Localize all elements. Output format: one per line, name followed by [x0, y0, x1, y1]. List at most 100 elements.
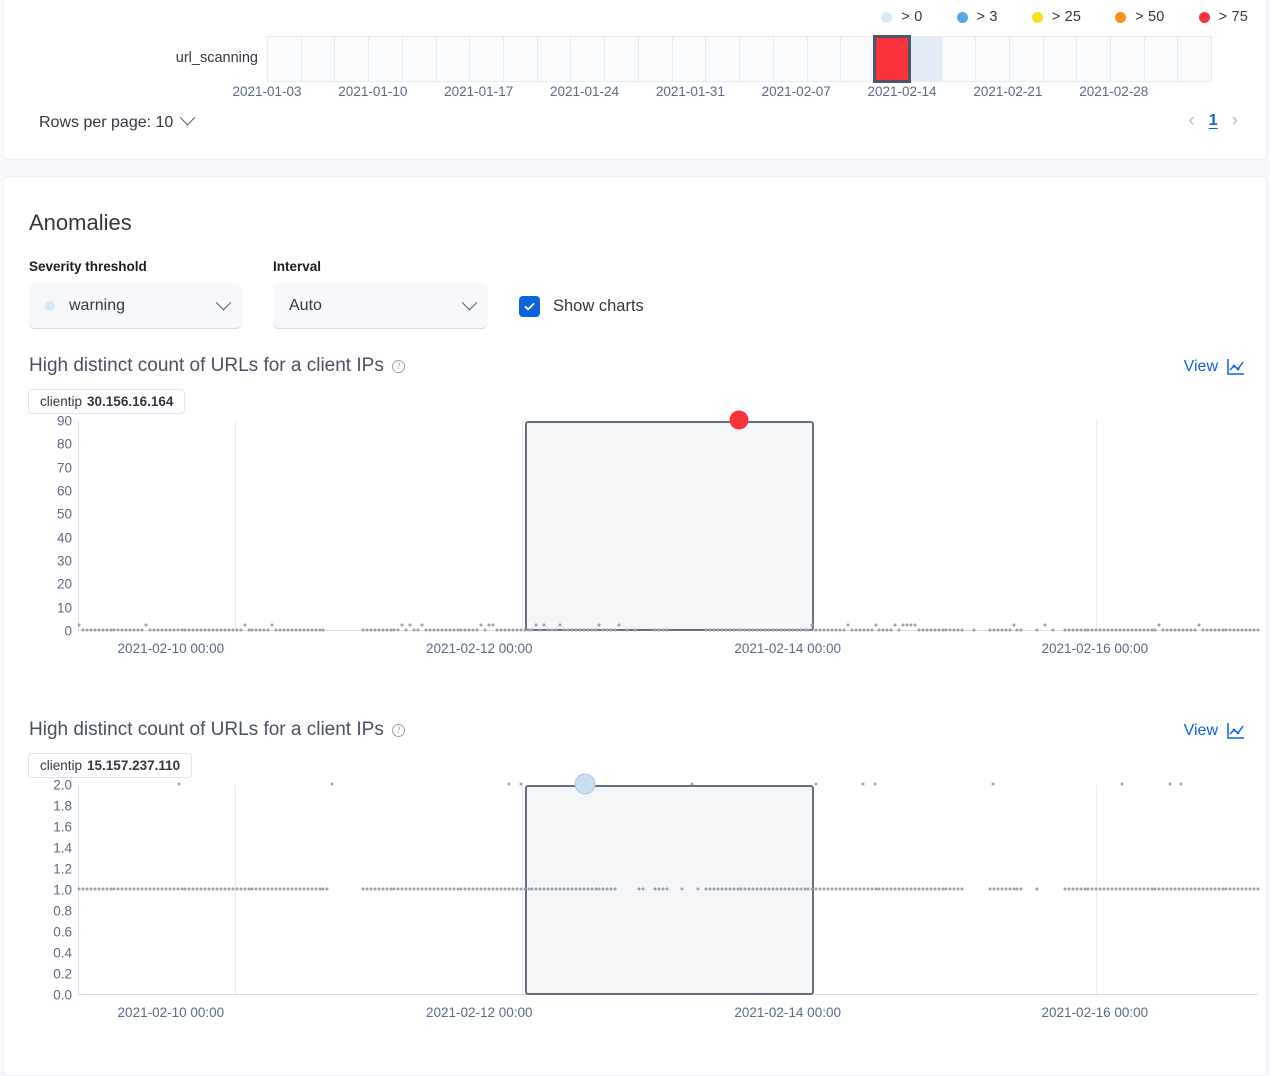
- data-point: [227, 628, 231, 632]
- swimlane-cell[interactable]: [638, 37, 673, 81]
- data-point: [152, 628, 156, 632]
- y-axis-tick: 20: [56, 576, 72, 592]
- swimlane-cell[interactable]: [369, 37, 403, 81]
- data-point: [885, 887, 889, 891]
- severity-threshold-select[interactable]: warning: [29, 283, 242, 329]
- data-point: [223, 628, 227, 632]
- chevron-left-icon[interactable]: ‹: [1188, 110, 1195, 131]
- data-point: [747, 887, 751, 891]
- data-point: [416, 887, 420, 891]
- data-point: [396, 887, 400, 891]
- data-point: [191, 628, 195, 632]
- swimlane-cell[interactable]: [872, 35, 911, 83]
- data-point: [1169, 887, 1173, 891]
- swimlane-cell[interactable]: [1110, 37, 1145, 81]
- swimlane-cell[interactable]: [773, 37, 808, 81]
- swimlane-cell[interactable]: [470, 37, 505, 81]
- data-point: [503, 887, 507, 891]
- data-point: [933, 628, 937, 632]
- y-axis-tick: 0.4: [53, 945, 72, 961]
- data-point: [302, 628, 306, 632]
- view-link[interactable]: View: [1184, 358, 1246, 376]
- swimlane-cell-row[interactable]: [267, 35, 1212, 83]
- swimlane-cell[interactable]: [1077, 37, 1111, 81]
- swimlane-cell[interactable]: [268, 37, 302, 81]
- swimlane-cell[interactable]: [504, 37, 538, 81]
- data-point: [862, 887, 866, 891]
- data-point: [479, 623, 483, 627]
- swimlane-cell[interactable]: [706, 37, 741, 81]
- data-point: [1177, 628, 1181, 632]
- swimlane-cell[interactable]: [1178, 37, 1212, 81]
- data-point: [1169, 628, 1173, 632]
- chart-plot-area[interactable]: [77, 410, 1260, 632]
- data-point: [207, 887, 211, 891]
- data-point: [574, 887, 578, 891]
- swimlane-cell[interactable]: [908, 37, 943, 81]
- swimlane-cell[interactable]: [841, 37, 875, 81]
- chevron-right-icon[interactable]: ›: [1231, 110, 1238, 131]
- swimlane-axis-tick: 2021-02-28: [1079, 84, 1149, 99]
- legend-item: > 50: [1115, 9, 1164, 25]
- swimlane-axis-tick: 2021-01-03: [232, 84, 302, 99]
- view-link[interactable]: View: [1184, 722, 1246, 740]
- interval-select[interactable]: Auto: [273, 283, 488, 329]
- data-point: [499, 887, 503, 891]
- chart-title-text: High distinct count of URLs for a client…: [29, 719, 384, 740]
- data-point: [172, 628, 176, 632]
- data-point: [901, 623, 905, 627]
- data-point: [960, 887, 964, 891]
- help-circle-icon[interactable]: ?: [391, 359, 405, 373]
- swimlane-cell[interactable]: [807, 37, 842, 81]
- anomaly-marker[interactable]: [574, 773, 596, 795]
- chart-plot-area[interactable]: [77, 773, 1260, 995]
- data-point: [112, 887, 116, 891]
- swimlane-cell[interactable]: [335, 37, 370, 81]
- swimlane-cell[interactable]: [976, 37, 1010, 81]
- data-point: [653, 628, 657, 632]
- data-point: [913, 887, 917, 891]
- data-point: [452, 887, 456, 891]
- data-point: [767, 628, 771, 632]
- data-point: [483, 887, 487, 891]
- data-point: [325, 887, 329, 891]
- swimlane-time-axis: 2021-01-03 2021-01-10 2021-01-17 2021-01-24…: [232, 84, 1212, 106]
- swimlane-cell[interactable]: [402, 37, 437, 81]
- swimlane-cell[interactable]: [1009, 37, 1044, 81]
- data-point: [412, 628, 416, 632]
- severity-dot-icon: [45, 300, 55, 311]
- swimlane-cell[interactable]: [605, 37, 639, 81]
- pager-page-1[interactable]: 1: [1208, 111, 1218, 129]
- swimlane-cell[interactable]: [436, 37, 471, 81]
- swimlane-cell[interactable]: [672, 37, 707, 81]
- rows-per-page-selector[interactable]: Rows per page: 10: [39, 109, 196, 132]
- help-circle-icon[interactable]: ?: [391, 723, 405, 737]
- data-point: [909, 887, 913, 891]
- data-point: [1209, 628, 1213, 632]
- data-point: [262, 628, 266, 632]
- data-point: [956, 887, 960, 891]
- clientip-badge: clientip 30.156.16.164: [28, 389, 186, 414]
- anomaly-marker[interactable]: [729, 410, 749, 430]
- show-charts-checkbox[interactable]: Show charts: [519, 283, 644, 329]
- swimlane-cell[interactable]: [537, 37, 572, 81]
- data-point: [633, 628, 637, 632]
- data-point: [996, 887, 1000, 891]
- data-point: [1118, 887, 1122, 891]
- data-point: [444, 628, 448, 632]
- severity-legend: > 0 > 3 > 25 > 50 > 75: [881, 9, 1248, 25]
- swimlane-cell[interactable]: [740, 37, 774, 81]
- swimlane-cell[interactable]: [942, 37, 977, 81]
- data-point: [818, 628, 822, 632]
- data-point: [109, 887, 113, 891]
- data-point: [861, 782, 865, 786]
- data-point: [755, 628, 759, 632]
- swimlane-cell[interactable]: [1144, 37, 1179, 81]
- swimlane-cell[interactable]: [301, 37, 336, 81]
- data-point: [195, 887, 199, 891]
- swimlane-cell[interactable]: [1043, 37, 1078, 81]
- swimlane-cell[interactable]: [571, 37, 606, 81]
- data-point: [1224, 887, 1228, 891]
- time-selection-box[interactable]: [524, 421, 814, 631]
- data-point: [266, 628, 270, 632]
